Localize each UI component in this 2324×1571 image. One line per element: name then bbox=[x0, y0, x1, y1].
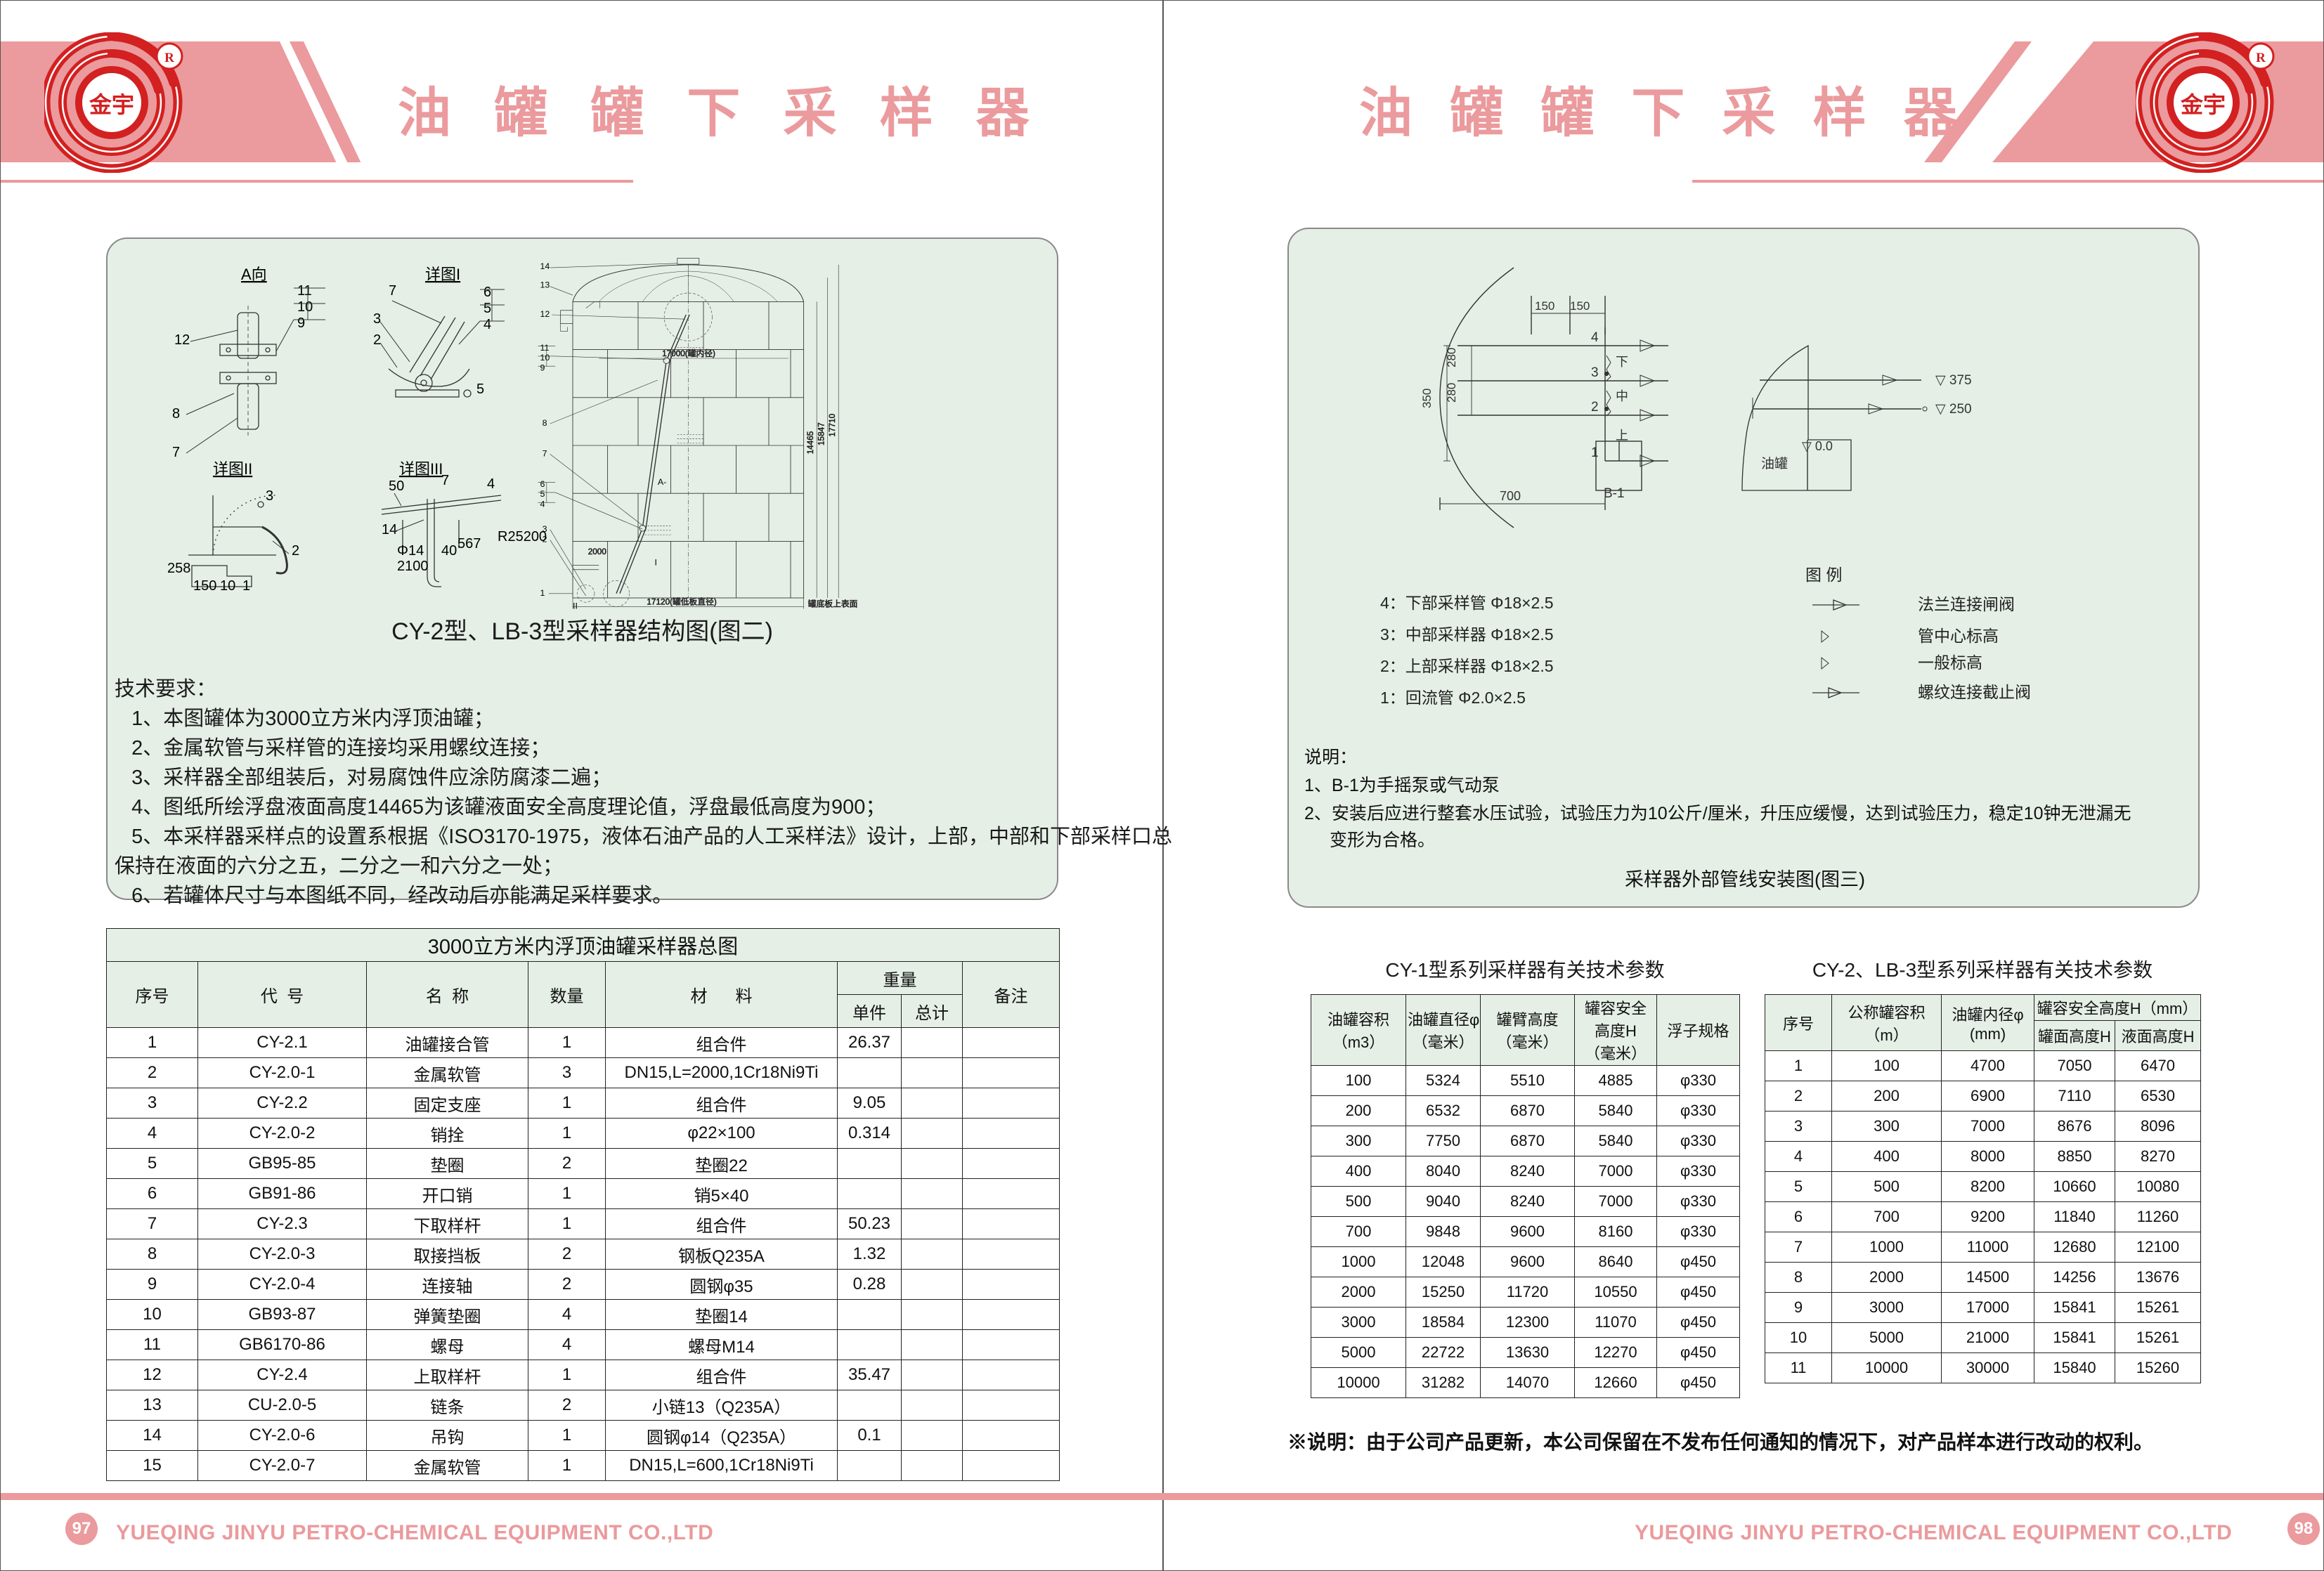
svg-text:15847: 15847 bbox=[817, 422, 826, 445]
svg-text:700: 700 bbox=[1500, 489, 1521, 503]
svg-text:1: 1 bbox=[1591, 445, 1599, 460]
svg-text:▽ 0.0: ▽ 0.0 bbox=[1802, 439, 1833, 453]
svg-text:Φ14: Φ14 bbox=[397, 543, 424, 559]
svg-text:9: 9 bbox=[297, 315, 305, 331]
svg-text:14: 14 bbox=[382, 522, 397, 537]
svg-text:50: 50 bbox=[389, 478, 404, 494]
svg-text:螺纹连接截止阀: 螺纹连接截止阀 bbox=[1918, 683, 2031, 701]
svg-text:567: 567 bbox=[457, 536, 481, 552]
svg-text:法兰连接闸阀: 法兰连接闸阀 bbox=[1918, 595, 2015, 613]
svg-text:详图I: 详图I bbox=[425, 266, 460, 283]
svg-text:4: 4 bbox=[483, 317, 491, 332]
svg-text:350: 350 bbox=[1420, 389, 1434, 408]
svg-text:17710: 17710 bbox=[828, 413, 837, 436]
svg-text:一般标高: 一般标高 bbox=[1918, 653, 1982, 672]
svg-text:11: 11 bbox=[297, 283, 312, 299]
svg-text:14465: 14465 bbox=[806, 431, 815, 454]
svg-text:10: 10 bbox=[297, 299, 313, 315]
svg-text:17120(罐低板直径): 17120(罐低板直径) bbox=[647, 597, 716, 606]
svg-text:2: 2 bbox=[1591, 400, 1599, 415]
svg-text:▽ 375: ▽ 375 bbox=[1935, 373, 1972, 388]
svg-text:4: 4 bbox=[1591, 330, 1599, 345]
svg-text:管中心标高: 管中心标高 bbox=[1918, 627, 1999, 645]
svg-text:40: 40 bbox=[441, 543, 457, 559]
svg-text:2: 2 bbox=[543, 535, 547, 545]
svg-text:1、B-1为手摇泵或气动泵: 1、B-1为手摇泵或气动泵 bbox=[1304, 776, 1500, 795]
svg-text:A向: A向 bbox=[241, 266, 267, 283]
svg-text:150: 150 bbox=[193, 578, 216, 594]
svg-text:5: 5 bbox=[476, 382, 484, 397]
svg-text:A-: A- bbox=[658, 477, 666, 487]
svg-text:中: 中 bbox=[1616, 389, 1628, 403]
svg-text:7: 7 bbox=[543, 449, 547, 459]
svg-text:6: 6 bbox=[540, 479, 545, 489]
svg-text:10: 10 bbox=[220, 578, 235, 594]
svg-text:7: 7 bbox=[389, 283, 396, 299]
svg-text:说明：: 说明： bbox=[1304, 748, 1357, 767]
svg-text:图 例: 图 例 bbox=[1805, 566, 1842, 584]
svg-text:1：回流管 Φ2.0×2.5: 1：回流管 Φ2.0×2.5 bbox=[1380, 689, 1526, 707]
svg-text:油罐: 油罐 bbox=[1761, 456, 1788, 471]
svg-text:2、安装后应进行整套水压试验，试验压力为10公斤/厘米，升压: 2、安装后应进行整套水压试验，试验压力为10公斤/厘米，升压应缓慢，达到试验压力… bbox=[1304, 804, 2131, 823]
svg-text:5: 5 bbox=[483, 301, 491, 316]
svg-text:150: 150 bbox=[1535, 299, 1554, 313]
svg-text:4：下部采样管 Φ18×2.5: 4：下部采样管 Φ18×2.5 bbox=[1380, 594, 1554, 612]
svg-text:1: 1 bbox=[242, 578, 250, 594]
svg-text:5: 5 bbox=[540, 489, 545, 499]
svg-text:2：上部采样器 Φ18×2.5: 2：上部采样器 Φ18×2.5 bbox=[1380, 657, 1554, 675]
svg-text:7: 7 bbox=[172, 445, 180, 460]
svg-text:变形为合格。: 变形为合格。 bbox=[1330, 830, 1435, 850]
svg-text:3: 3 bbox=[1591, 365, 1599, 380]
svg-text:258: 258 bbox=[167, 561, 190, 576]
svg-text:详图III: 详图III bbox=[399, 460, 443, 478]
svg-text:13: 13 bbox=[540, 280, 550, 290]
svg-text:12: 12 bbox=[540, 309, 550, 319]
svg-text:▽ 250: ▽ 250 bbox=[1935, 402, 1972, 417]
svg-text:3：中部采样器 Φ18×2.5: 3：中部采样器 Φ18×2.5 bbox=[1380, 625, 1554, 644]
svg-text:罐底板上表面: 罐底板上表面 bbox=[808, 599, 858, 608]
svg-text:150: 150 bbox=[1570, 299, 1590, 313]
svg-text:7: 7 bbox=[441, 473, 449, 488]
svg-text:2: 2 bbox=[292, 543, 299, 559]
svg-text:12: 12 bbox=[174, 332, 190, 348]
svg-text:2000: 2000 bbox=[588, 547, 607, 556]
svg-text:1: 1 bbox=[540, 588, 545, 598]
svg-text:上: 上 bbox=[1616, 429, 1628, 443]
svg-text:B-1: B-1 bbox=[1604, 486, 1625, 501]
svg-text:3: 3 bbox=[543, 524, 547, 534]
svg-text:3: 3 bbox=[373, 311, 381, 327]
svg-text:8: 8 bbox=[543, 418, 547, 428]
svg-text:4: 4 bbox=[540, 499, 545, 509]
svg-text:详图II: 详图II bbox=[213, 460, 252, 478]
svg-text:14: 14 bbox=[540, 261, 550, 271]
svg-text:I: I bbox=[655, 558, 657, 568]
svg-text:采样器外部管线安装图(图三): 采样器外部管线安装图(图三) bbox=[1625, 869, 1865, 890]
svg-text:2100: 2100 bbox=[397, 559, 429, 574]
svg-text:10: 10 bbox=[540, 353, 550, 363]
svg-text:8: 8 bbox=[172, 406, 180, 422]
svg-text:下: 下 bbox=[1616, 355, 1628, 369]
svg-text:6: 6 bbox=[483, 285, 491, 300]
svg-text:R25200: R25200 bbox=[498, 529, 547, 545]
svg-text:4: 4 bbox=[487, 476, 495, 492]
svg-text:2: 2 bbox=[373, 332, 381, 348]
svg-text:II: II bbox=[573, 601, 578, 611]
svg-text:17000(罐内径): 17000(罐内径) bbox=[662, 348, 715, 358]
svg-text:9: 9 bbox=[540, 363, 545, 372]
svg-text:11: 11 bbox=[540, 343, 550, 353]
svg-text:3: 3 bbox=[266, 488, 273, 504]
